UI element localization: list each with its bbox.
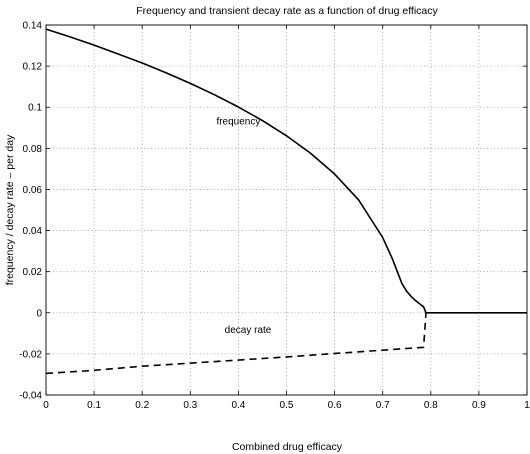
annotations: frequency decay rate	[216, 117, 271, 336]
y-tick-label: 0.02	[23, 267, 43, 278]
annotation-label: decay rate	[225, 325, 272, 336]
x-tick-label: 0.2	[135, 400, 149, 411]
x-tick-label: 0.7	[376, 400, 390, 411]
y-axis-label: frequency / decay rate – per day	[4, 134, 16, 285]
y-tick-label: 0.08	[23, 144, 43, 155]
y-tick-label: 0.12	[23, 62, 43, 73]
y-tick-label: -0.04	[19, 391, 42, 402]
x-tick-label: 0.8	[424, 400, 438, 411]
plot-frame	[45, 24, 528, 396]
x-tick-label: 0.1	[87, 400, 101, 411]
y-tick-label: 0.06	[23, 185, 43, 196]
x-tick-label: 0.5	[280, 400, 294, 411]
x-tick-label: 0	[43, 400, 49, 411]
x-tick-label: 0.9	[472, 400, 486, 411]
chart-title: Frequency and transient decay rate as a …	[136, 5, 438, 17]
y-tick-label: 0.14	[23, 21, 43, 32]
y-tick-label: 0	[36, 308, 42, 319]
y-tick-label: 0.1	[28, 103, 42, 114]
frequency-line	[45, 28, 527, 314]
y-tick-label: -0.02	[19, 349, 42, 360]
decay-rate-line	[45, 312, 427, 375]
annotation-label: frequency	[216, 117, 260, 128]
x-tick-label: 1	[524, 400, 530, 411]
ticks: 0 0.1 0.2 0.3 0.4 0.5 0.6 0.7 0.8 0.9 1 -0.04 -0.02 0…	[19, 21, 530, 412]
x-axis-label: Combined drug efficacy	[232, 441, 343, 453]
series-layer	[45, 28, 527, 375]
x-tick-label: 0.6	[328, 400, 342, 411]
grid	[46, 25, 527, 395]
y-tick-label: 0.04	[23, 226, 43, 237]
x-tick-label: 0.4	[231, 400, 245, 411]
x-tick-label: 0.3	[183, 400, 197, 411]
